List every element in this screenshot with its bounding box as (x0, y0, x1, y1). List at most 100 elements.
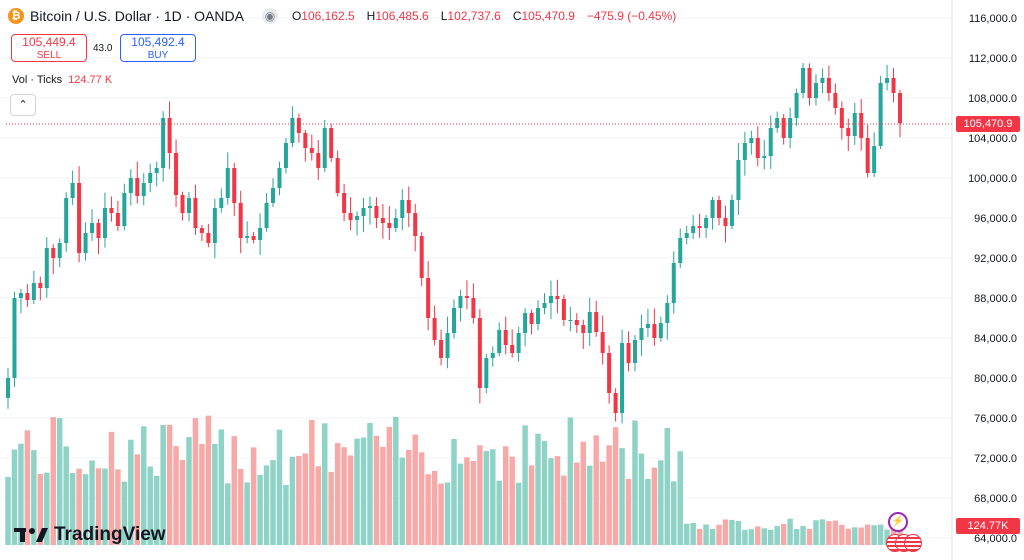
volume-bar (141, 426, 147, 545)
candle-body (639, 328, 644, 340)
volume-bar (11, 449, 18, 545)
candle-body (891, 78, 896, 93)
volume-bar (806, 528, 813, 545)
volume-bar (671, 481, 677, 545)
candle-body (658, 323, 663, 338)
event-flags[interactable] (886, 534, 922, 552)
candle-body (671, 263, 676, 303)
price-change: −475.9 (−0.45%) (586, 9, 677, 23)
volume-bar (82, 474, 89, 545)
volume-bar (864, 524, 871, 545)
lightning-icon[interactable]: ⚡ (888, 512, 908, 532)
volume-bar (373, 435, 380, 545)
candle-body (342, 193, 347, 213)
volume-bar (244, 482, 250, 545)
candle-body (723, 218, 728, 226)
volume-bar (257, 474, 263, 545)
volume-legend[interactable]: Vol · Ticks 124.77 K (12, 74, 112, 86)
volume-bar (580, 441, 587, 545)
volume-bar (535, 433, 541, 545)
candle-body (503, 330, 508, 345)
candle-body (600, 332, 605, 353)
candle-body (393, 218, 398, 228)
candle-body (451, 308, 457, 333)
volume-bar (496, 480, 502, 545)
volume-bar (793, 529, 800, 545)
candle-body (704, 218, 709, 228)
candle-body (174, 153, 179, 195)
volume-bar (360, 437, 367, 545)
candle-body (109, 208, 114, 213)
candle-body (83, 233, 88, 253)
price-axis-tick: 84,000.0 (974, 333, 1017, 345)
volume-bar (328, 471, 334, 545)
volume-bar (729, 519, 735, 545)
candle-body (361, 208, 366, 216)
candle-body (96, 223, 101, 238)
volume-bar (166, 424, 173, 545)
price-axis-tick: 108,000.0 (968, 93, 1017, 105)
candle-body (148, 173, 153, 183)
candle-body (652, 324, 657, 338)
candle-body (251, 236, 256, 240)
volume-bar (502, 446, 509, 545)
candle-body (445, 333, 450, 358)
candlesticks (5, 62, 903, 424)
price-axis-tick: 68,000.0 (974, 493, 1017, 505)
volume-bar (412, 434, 418, 545)
candle-body (684, 233, 689, 238)
candle-body (309, 148, 314, 153)
volume-bar (431, 470, 438, 545)
candle-body (193, 198, 198, 228)
candle-body (710, 200, 715, 218)
candle-body (283, 143, 288, 168)
candle-body (329, 128, 334, 158)
candle-body (141, 183, 146, 196)
candle-body (813, 83, 818, 98)
volume-bar (296, 455, 302, 545)
volume-bar (76, 468, 82, 545)
volume-bar (102, 468, 108, 545)
candle-body (277, 168, 282, 188)
candle-body (775, 118, 780, 128)
volume-bar (761, 528, 767, 545)
volume-bar (787, 518, 793, 545)
volume-bar (541, 441, 548, 545)
volume-bar (108, 431, 115, 545)
volume-bar (813, 520, 819, 545)
candle-body (581, 325, 586, 333)
candle-body (380, 218, 385, 223)
candle-body (768, 128, 773, 156)
price-axis: 116,000.0 112,000.0 108,000.0 104,000.0 100,… (951, 0, 1017, 560)
symbol-title[interactable]: Bitcoin / U.S. Dollar · 1D · OANDA (30, 8, 244, 24)
candle-body (736, 160, 741, 200)
candle-body (529, 313, 534, 324)
volume-bar (147, 466, 153, 545)
candle-body (729, 200, 734, 226)
candle-body (135, 178, 140, 196)
eye-icon[interactable]: ◉ (261, 8, 278, 24)
candle-body (632, 340, 637, 363)
tradingview-logo[interactable]: TradingView (14, 524, 166, 546)
volume-bar (819, 519, 826, 545)
candle-body (794, 93, 799, 118)
price-axis-tick: 80,000.0 (974, 373, 1017, 385)
sell-button[interactable]: 105,449.4 SELL (11, 34, 87, 62)
volume-bar (599, 461, 606, 545)
volume-bar (263, 465, 270, 545)
volume-bar (89, 460, 95, 545)
volume-bar (587, 465, 593, 545)
candle-body (897, 93, 903, 124)
price-axis-tick: 92,000.0 (974, 253, 1017, 265)
volume-bars (5, 415, 903, 545)
volume-bar (406, 449, 412, 545)
buy-button[interactable]: 105,492.4 BUY (120, 34, 196, 62)
us-flag-icon[interactable] (904, 534, 922, 552)
last-price-tag: 105,470.9 (956, 116, 1020, 132)
volume-bar (309, 419, 315, 545)
candle-body (348, 213, 353, 220)
volume-bar (237, 468, 244, 545)
chevron-up-icon[interactable]: ⌃ (10, 94, 36, 116)
candle-body (477, 318, 482, 388)
